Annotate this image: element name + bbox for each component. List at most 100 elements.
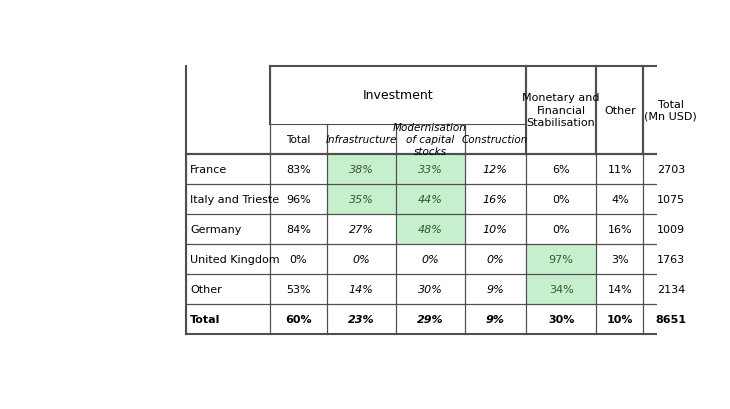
Text: 0%: 0% bbox=[421, 254, 439, 264]
Text: 9%: 9% bbox=[485, 314, 504, 324]
Text: 38%: 38% bbox=[349, 164, 374, 175]
Text: 27%: 27% bbox=[349, 225, 374, 234]
Text: Total
(Mn USD): Total (Mn USD) bbox=[645, 99, 697, 121]
Bar bbox=[396, 155, 465, 184]
Bar bbox=[465, 214, 526, 244]
Text: Other: Other bbox=[191, 284, 222, 294]
Text: 2134: 2134 bbox=[657, 284, 685, 294]
Bar bbox=[270, 214, 326, 244]
Text: Total: Total bbox=[286, 135, 310, 145]
Text: 11%: 11% bbox=[607, 164, 632, 175]
Text: 10%: 10% bbox=[607, 314, 633, 324]
Bar bbox=[326, 274, 396, 304]
Text: 48%: 48% bbox=[418, 225, 442, 234]
Bar bbox=[596, 274, 643, 304]
Bar bbox=[526, 304, 596, 334]
Bar bbox=[596, 184, 643, 214]
Bar bbox=[326, 244, 396, 274]
Bar bbox=[596, 244, 643, 274]
Bar bbox=[526, 274, 596, 304]
Bar bbox=[643, 155, 699, 184]
Text: Construction: Construction bbox=[462, 135, 529, 145]
Text: Italy and Trieste: Italy and Trieste bbox=[191, 194, 280, 204]
Text: 1009: 1009 bbox=[657, 225, 685, 234]
Bar bbox=[326, 304, 396, 334]
Text: Total: Total bbox=[191, 314, 220, 324]
Bar bbox=[186, 304, 270, 334]
Text: 0%: 0% bbox=[290, 254, 307, 264]
Bar bbox=[270, 244, 326, 274]
Text: 34%: 34% bbox=[549, 284, 574, 294]
Text: 4%: 4% bbox=[611, 194, 629, 204]
Text: 16%: 16% bbox=[607, 225, 632, 234]
Bar bbox=[526, 214, 596, 244]
Bar bbox=[526, 155, 596, 184]
Text: Investment: Investment bbox=[363, 89, 433, 102]
Bar bbox=[396, 274, 465, 304]
Text: 96%: 96% bbox=[286, 194, 311, 204]
Text: 29%: 29% bbox=[417, 314, 443, 324]
Bar bbox=[270, 184, 326, 214]
Bar bbox=[270, 155, 326, 184]
Bar bbox=[526, 184, 596, 214]
Text: Other: Other bbox=[604, 106, 636, 115]
Text: France: France bbox=[191, 164, 228, 175]
Bar bbox=[186, 125, 270, 155]
Text: Monetary and
Financial
Stabilisation: Monetary and Financial Stabilisation bbox=[523, 93, 600, 128]
Bar bbox=[643, 274, 699, 304]
Bar bbox=[596, 66, 643, 155]
Text: 3%: 3% bbox=[611, 254, 629, 264]
Text: 10%: 10% bbox=[483, 225, 507, 234]
Text: 30%: 30% bbox=[548, 314, 575, 324]
Bar bbox=[326, 184, 396, 214]
Bar bbox=[396, 125, 465, 155]
Bar bbox=[326, 155, 396, 184]
Bar bbox=[643, 66, 699, 155]
Bar bbox=[643, 244, 699, 274]
Bar bbox=[326, 214, 396, 244]
Text: 23%: 23% bbox=[347, 314, 374, 324]
Bar bbox=[526, 244, 596, 274]
Text: 2703: 2703 bbox=[657, 164, 685, 175]
Text: 16%: 16% bbox=[483, 194, 507, 204]
Text: 44%: 44% bbox=[418, 194, 442, 204]
Text: 97%: 97% bbox=[549, 254, 574, 264]
Text: 0%: 0% bbox=[553, 194, 570, 204]
Text: 53%: 53% bbox=[286, 284, 311, 294]
Text: 30%: 30% bbox=[418, 284, 442, 294]
Text: 14%: 14% bbox=[607, 284, 632, 294]
Text: 83%: 83% bbox=[286, 164, 311, 175]
Bar bbox=[465, 155, 526, 184]
Text: 84%: 84% bbox=[286, 225, 311, 234]
Text: 0%: 0% bbox=[486, 254, 504, 264]
Bar bbox=[270, 125, 326, 155]
Bar bbox=[465, 184, 526, 214]
Text: 14%: 14% bbox=[349, 284, 374, 294]
Bar bbox=[396, 184, 465, 214]
Text: 35%: 35% bbox=[349, 194, 374, 204]
Bar bbox=[596, 214, 643, 244]
Text: Germany: Germany bbox=[191, 225, 242, 234]
Bar bbox=[396, 244, 465, 274]
Bar bbox=[596, 155, 643, 184]
Bar bbox=[186, 214, 270, 244]
Bar bbox=[465, 304, 526, 334]
Bar bbox=[270, 274, 326, 304]
Bar bbox=[465, 274, 526, 304]
Text: 33%: 33% bbox=[418, 164, 442, 175]
Bar bbox=[186, 244, 270, 274]
Text: 0%: 0% bbox=[553, 225, 570, 234]
Bar bbox=[326, 125, 396, 155]
Text: United Kingdom: United Kingdom bbox=[191, 254, 280, 264]
Bar bbox=[186, 274, 270, 304]
Text: 1763: 1763 bbox=[657, 254, 685, 264]
Bar bbox=[596, 304, 643, 334]
Bar bbox=[465, 244, 526, 274]
Bar bbox=[270, 304, 326, 334]
Bar bbox=[643, 304, 699, 334]
Text: 12%: 12% bbox=[483, 164, 507, 175]
Text: 9%: 9% bbox=[486, 284, 504, 294]
Text: 1075: 1075 bbox=[657, 194, 685, 204]
Text: Modernisation
of capital
stocks: Modernisation of capital stocks bbox=[393, 122, 467, 157]
Text: 8651: 8651 bbox=[656, 314, 686, 324]
